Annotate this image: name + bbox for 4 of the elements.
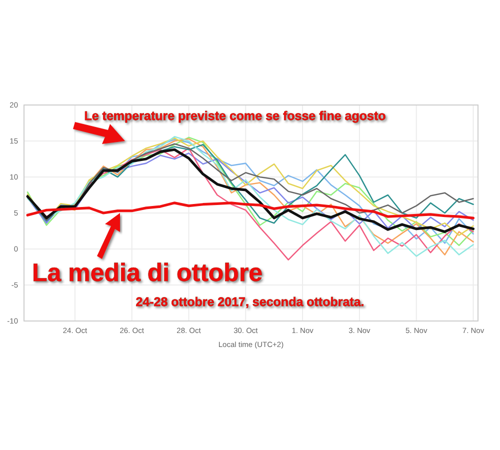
line-series [26,202,475,220]
annotation: La media di ottobre [32,259,263,287]
annotation: Le temperature previste come se fosse fine agosto [84,109,386,123]
annotation: 24-28 ottobre 2017, seconda ottobrata. [136,295,364,309]
